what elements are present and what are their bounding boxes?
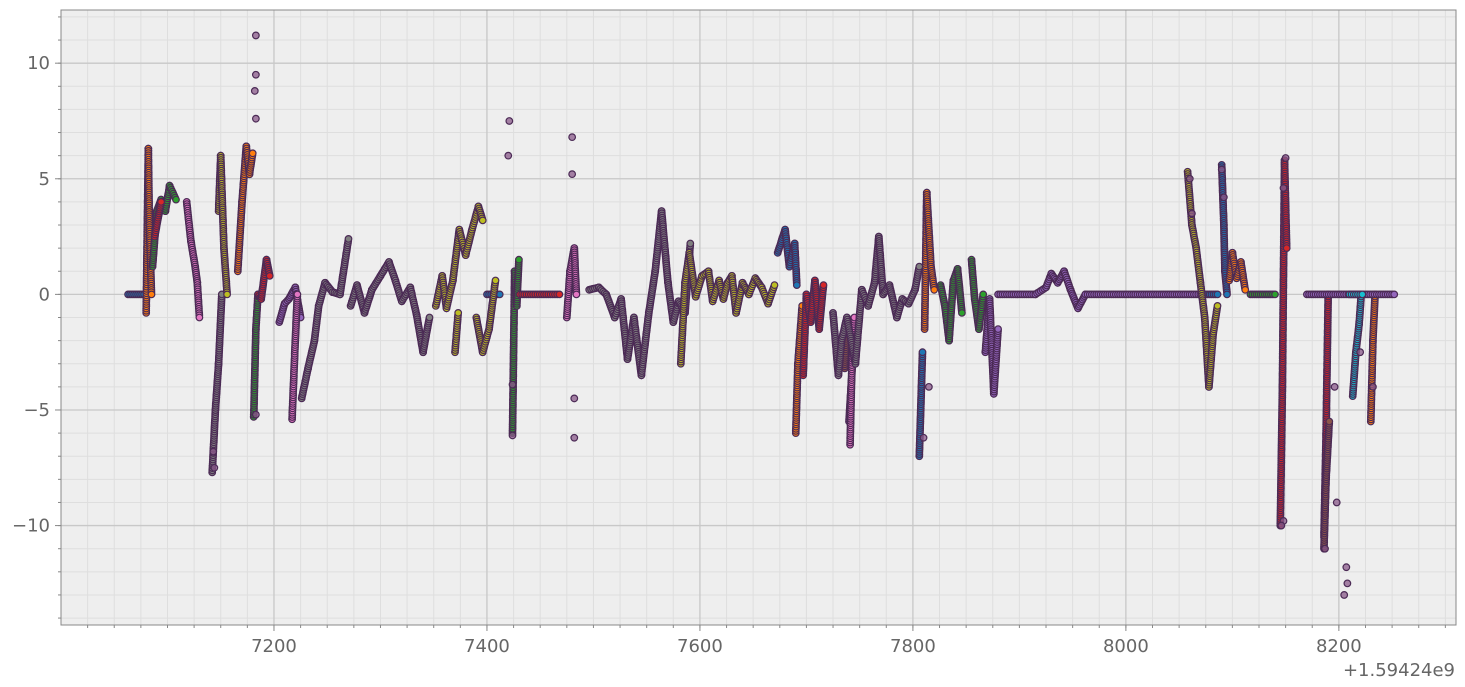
x-tick-label: 8200 [1316, 636, 1362, 657]
outlier-point [1330, 382, 1339, 391]
outlier-point [568, 133, 577, 142]
data-point [515, 255, 523, 264]
data-point [1271, 290, 1279, 299]
y-tick-label: 5 [39, 169, 50, 190]
data-point [1213, 290, 1222, 299]
data-point [1223, 290, 1231, 299]
data-point [918, 348, 927, 357]
data-point [686, 239, 695, 248]
outlier-point [1369, 382, 1377, 391]
outlier-point [924, 382, 933, 391]
data-point [157, 197, 166, 206]
outlier-point [508, 380, 517, 389]
x-offset-label: +1.59424e9 [1343, 660, 1455, 681]
outlier-point [504, 151, 513, 160]
x-axis: 7200 7400 7600 7800 8000 8200 [87, 625, 1446, 657]
data-point [1325, 417, 1334, 426]
x-tick-label: 7600 [677, 636, 723, 657]
outlier-point [1342, 563, 1351, 572]
data-point [172, 195, 180, 204]
outlier-point [1279, 184, 1288, 192]
series-0 [124, 160, 1231, 461]
data-point [1213, 302, 1222, 310]
x-tick-label: 7400 [464, 636, 510, 657]
data-point [958, 309, 966, 317]
data-point [491, 276, 500, 285]
data-point [248, 149, 257, 158]
y-tick-label: 0 [39, 284, 50, 305]
x-tick-label: 7200 [251, 636, 297, 657]
data-point [572, 290, 581, 299]
data-point [819, 281, 828, 290]
outlier-point [210, 463, 219, 472]
data-point [265, 272, 274, 280]
outlier-point [570, 433, 579, 442]
outlier-point [1343, 579, 1352, 588]
data-point [930, 285, 939, 294]
outlier-point [1332, 498, 1341, 507]
data-point [478, 216, 487, 225]
outlier-point [250, 87, 259, 95]
outlier-point [1219, 193, 1228, 202]
data-point [770, 281, 779, 290]
outlier-point [570, 394, 579, 403]
outlier-point [1277, 521, 1286, 530]
outlier-point [1281, 154, 1290, 162]
outlier-point [1188, 209, 1196, 218]
data-point [994, 325, 1002, 334]
data-point [792, 281, 801, 290]
x-tick-label: 8000 [1103, 636, 1149, 657]
outlier-point [251, 31, 260, 40]
y-tick-label: −10 [12, 516, 50, 537]
x-tick-label: 7800 [890, 636, 936, 657]
y-tick-label: −5 [23, 400, 50, 421]
data-point [915, 262, 924, 271]
data-point [1282, 244, 1291, 253]
outlier-point [251, 114, 260, 123]
outlier-point [1185, 174, 1194, 183]
data-point [425, 313, 434, 322]
data-point [555, 290, 564, 299]
outlier-point [508, 431, 517, 440]
data-point [1358, 290, 1367, 299]
outlier-point [1356, 348, 1365, 357]
outlier-point [251, 410, 260, 419]
outlier-point [1340, 591, 1349, 599]
outlier-point [209, 447, 218, 456]
data-point [195, 313, 204, 322]
series-2 [148, 181, 1279, 438]
y-tick-label: 10 [27, 53, 50, 74]
data-point [979, 290, 988, 299]
data-point [454, 309, 463, 317]
y-axis: 10 5 0 −5 −10 [12, 16, 61, 619]
outlier-point [1217, 165, 1226, 174]
outlier-point [251, 70, 260, 79]
series-layer [124, 142, 1399, 553]
data-point [344, 234, 353, 243]
data-point [1241, 285, 1250, 294]
data-point [223, 290, 232, 299]
outlier-point [919, 433, 928, 442]
outlier-point [1321, 544, 1329, 553]
outlier-point [505, 117, 514, 125]
data-point [147, 290, 156, 299]
data-point [293, 290, 302, 299]
data-point [1390, 290, 1399, 299]
outlier-point [568, 170, 577, 179]
